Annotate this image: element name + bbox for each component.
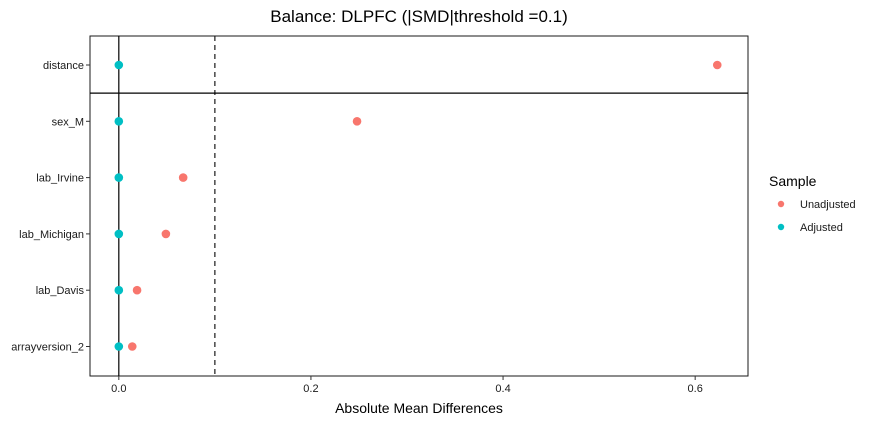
point-unadjusted <box>161 229 171 239</box>
legend-label-adjusted: Adjusted <box>800 222 843 234</box>
point-adjusted <box>114 173 124 182</box>
x-tick-label: 0.6 <box>688 383 703 395</box>
point-adjusted <box>114 117 124 126</box>
y-tick-label: lab_Irvine <box>36 173 84 185</box>
point-unadjusted <box>132 285 142 295</box>
legend-key-unadjusted <box>777 200 785 208</box>
y-tick-label: sex_M <box>52 116 84 128</box>
point-adjusted <box>114 60 124 70</box>
chart-title: Balance: DLPFC (|SMD|threshold =0.1) <box>270 7 567 26</box>
point-unadjusted <box>712 60 722 70</box>
plot-marks: distance sex_M lab_Irvine lab_Michigan lab_D… <box>11 36 748 395</box>
point-unadjusted <box>178 173 188 182</box>
y-tick-label: distance <box>43 60 84 72</box>
x-tick-label: 0.4 <box>495 383 510 395</box>
y-tick-label: arrayversion_2 <box>11 342 84 354</box>
point-unadjusted <box>127 342 137 351</box>
x-tick-label: 0.0 <box>111 383 126 395</box>
y-tick-label: lab_Michigan <box>19 229 84 241</box>
point-adjusted <box>114 342 124 351</box>
point-adjusted <box>114 229 124 239</box>
x-axis-label: Absolute Mean Differences <box>335 400 503 416</box>
legend-title: Sample <box>769 173 817 189</box>
plot-panel <box>89 35 749 377</box>
y-tick-label: lab_Davis <box>36 285 85 297</box>
point-adjusted <box>114 285 124 295</box>
legend-key-adjusted <box>777 223 785 231</box>
legend-label-unadjusted: Unadjusted <box>800 199 856 211</box>
legend: Sample Unadjusted Adjusted <box>769 173 856 234</box>
point-unadjusted <box>352 117 362 126</box>
x-tick-label: 0.2 <box>303 383 318 395</box>
